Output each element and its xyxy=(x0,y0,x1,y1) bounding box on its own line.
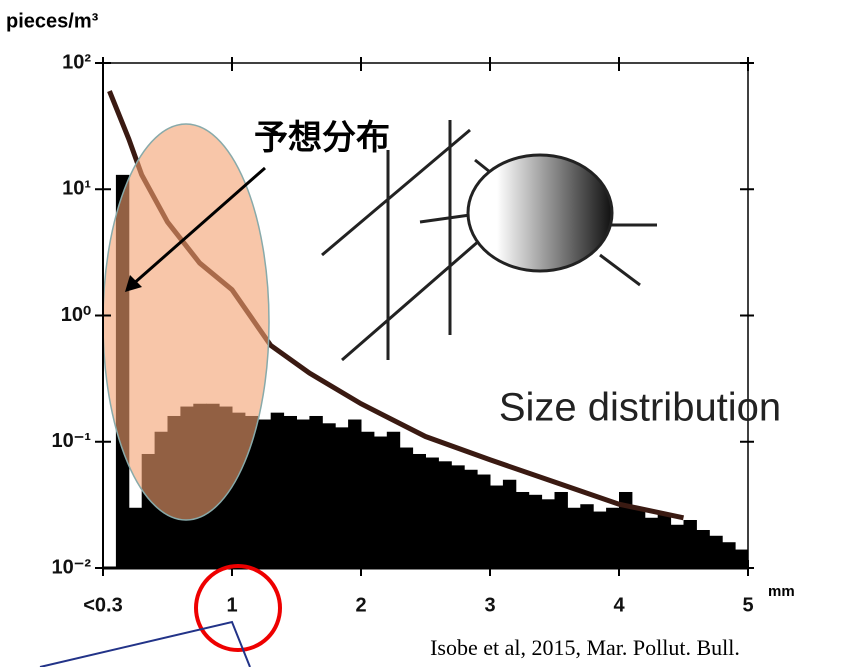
bar xyxy=(451,465,464,568)
y-tick-label: 10⁻² xyxy=(52,556,92,578)
y-tick-label: 10⁻¹ xyxy=(52,430,92,452)
bar xyxy=(580,504,593,568)
annotation: Size distribution xyxy=(499,386,781,430)
bar xyxy=(606,508,619,568)
source: Isobe et al, 2015, Mar. Pollut. Bull. xyxy=(430,635,740,660)
bar xyxy=(645,518,658,568)
y-axis-label: pieces/m³ xyxy=(6,10,99,32)
bar xyxy=(503,480,516,568)
bar xyxy=(335,427,348,568)
bar xyxy=(400,448,413,568)
x-tick-label: <0.3 xyxy=(83,594,122,616)
bar xyxy=(542,499,555,568)
bar xyxy=(671,525,684,568)
bar xyxy=(709,536,722,568)
y-tick-label: 10⁰ xyxy=(61,304,91,326)
bar xyxy=(413,454,426,568)
bar xyxy=(426,458,439,568)
bar xyxy=(567,508,580,568)
bar xyxy=(297,420,310,568)
bar xyxy=(529,495,542,568)
bar xyxy=(722,542,735,568)
bar xyxy=(593,512,606,568)
bar xyxy=(490,486,503,568)
x-tick-label: 2 xyxy=(355,594,366,616)
x-tick-label: 5 xyxy=(742,594,753,616)
bar xyxy=(271,413,284,568)
x-axis-unit: mm xyxy=(768,583,795,600)
bar xyxy=(361,432,374,568)
bar xyxy=(309,416,322,568)
x-tick-label: 3 xyxy=(484,594,495,616)
x-tick-label: 4 xyxy=(613,594,625,616)
bar xyxy=(258,420,271,568)
y-tick-label: 10¹ xyxy=(62,178,91,200)
highlight-ellipse xyxy=(103,124,269,520)
bar xyxy=(735,550,748,568)
bar xyxy=(348,420,361,568)
bar xyxy=(322,423,335,568)
bar xyxy=(555,492,568,568)
bar xyxy=(438,461,451,568)
bar xyxy=(129,508,142,568)
bar xyxy=(374,437,387,568)
bar xyxy=(658,514,671,568)
plot-area: 10⁻² 10⁻¹ 10⁰ 10¹ 10² <0.3 1 2 3 4 5 xyxy=(52,51,754,616)
bar xyxy=(464,470,477,568)
x-tick-label: 1 xyxy=(226,594,237,616)
bar xyxy=(516,492,529,568)
bar xyxy=(387,432,400,568)
y-tick-label: 10² xyxy=(62,51,91,73)
bar xyxy=(284,416,297,568)
bar xyxy=(632,508,645,568)
bar xyxy=(696,530,709,568)
bar xyxy=(684,520,697,568)
chart: pieces/m³ mm 10⁻²10⁻¹10⁰10¹10²<0.312345 … xyxy=(0,0,845,667)
annotation: 予想分布 xyxy=(254,119,390,157)
bar xyxy=(477,475,490,568)
